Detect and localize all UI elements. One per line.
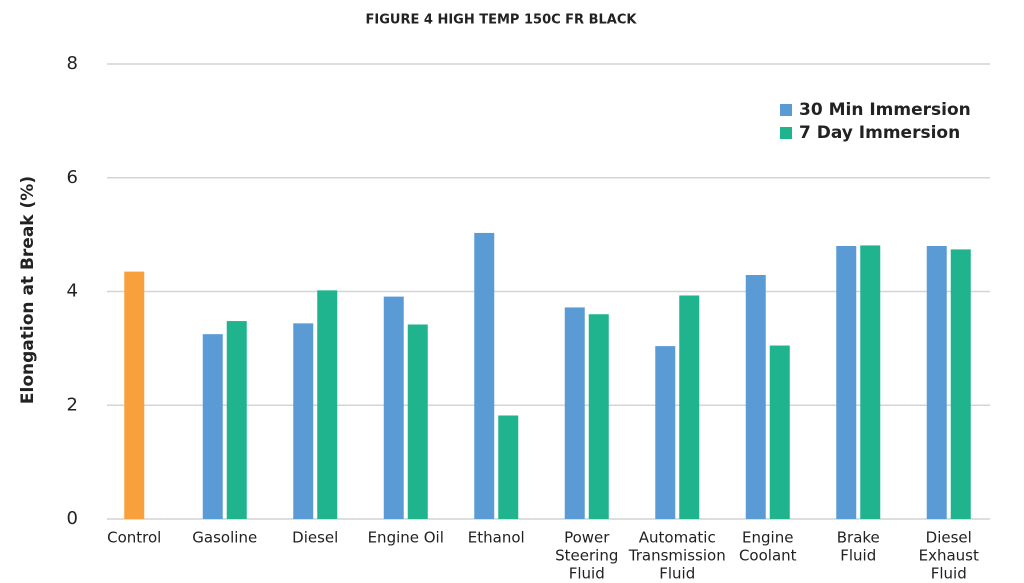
y-tick-label: 8 <box>67 53 78 74</box>
x-tick-label: Engine <box>742 529 793 547</box>
y-tick-label: 0 <box>67 508 78 529</box>
bar <box>226 321 247 519</box>
bar <box>926 246 947 519</box>
x-tick-label: Exhaust <box>919 547 979 565</box>
bar <box>679 295 700 519</box>
x-tick-label: Diesel <box>926 529 972 547</box>
x-tick-label: Diesel <box>292 529 338 547</box>
bar <box>498 415 519 519</box>
bar <box>564 307 585 519</box>
bar <box>317 290 338 519</box>
bar <box>474 232 495 519</box>
bar <box>950 249 971 519</box>
x-tick-label: Transmission <box>628 547 726 565</box>
x-tick-label: Engine Oil <box>368 529 444 547</box>
x-tick-label: Gasoline <box>192 529 257 547</box>
x-tick-label: Power <box>564 529 610 547</box>
bar <box>407 324 428 519</box>
bar <box>860 245 881 519</box>
x-tick-label: Control <box>107 529 161 547</box>
bar <box>588 314 609 519</box>
legend-label: 30 Min Immersion <box>799 100 971 120</box>
legend-swatch <box>780 127 792 139</box>
y-tick-label: 2 <box>67 394 78 415</box>
chart-title: FIGURE 4 HIGH TEMP 150C FR BLACK <box>366 13 638 28</box>
x-tick-label: Fluid <box>569 565 605 583</box>
bar <box>124 271 145 519</box>
x-tick-label: Fluid <box>931 565 967 583</box>
bar <box>383 296 404 519</box>
bar <box>836 246 857 519</box>
legend-label: 7 Day Immersion <box>799 123 960 143</box>
x-tick-label: Ethanol <box>468 529 525 547</box>
x-tick-label: Fluid <box>659 565 695 583</box>
x-tick-label: Automatic <box>639 529 716 547</box>
x-tick-label: Brake <box>837 529 880 547</box>
bar <box>202 334 223 519</box>
x-tick-label: Fluid <box>840 547 876 565</box>
x-tick-label: Coolant <box>739 547 797 565</box>
bar <box>655 346 676 519</box>
y-tick-label: 4 <box>67 281 78 302</box>
bar <box>769 345 790 519</box>
bar <box>293 323 314 519</box>
y-tick-label: 6 <box>67 167 78 188</box>
legend-swatch <box>780 104 792 116</box>
x-tick-label: Steering <box>555 547 618 565</box>
bar <box>745 275 766 519</box>
y-axis-label: Elongation at Break (%) <box>18 176 38 404</box>
